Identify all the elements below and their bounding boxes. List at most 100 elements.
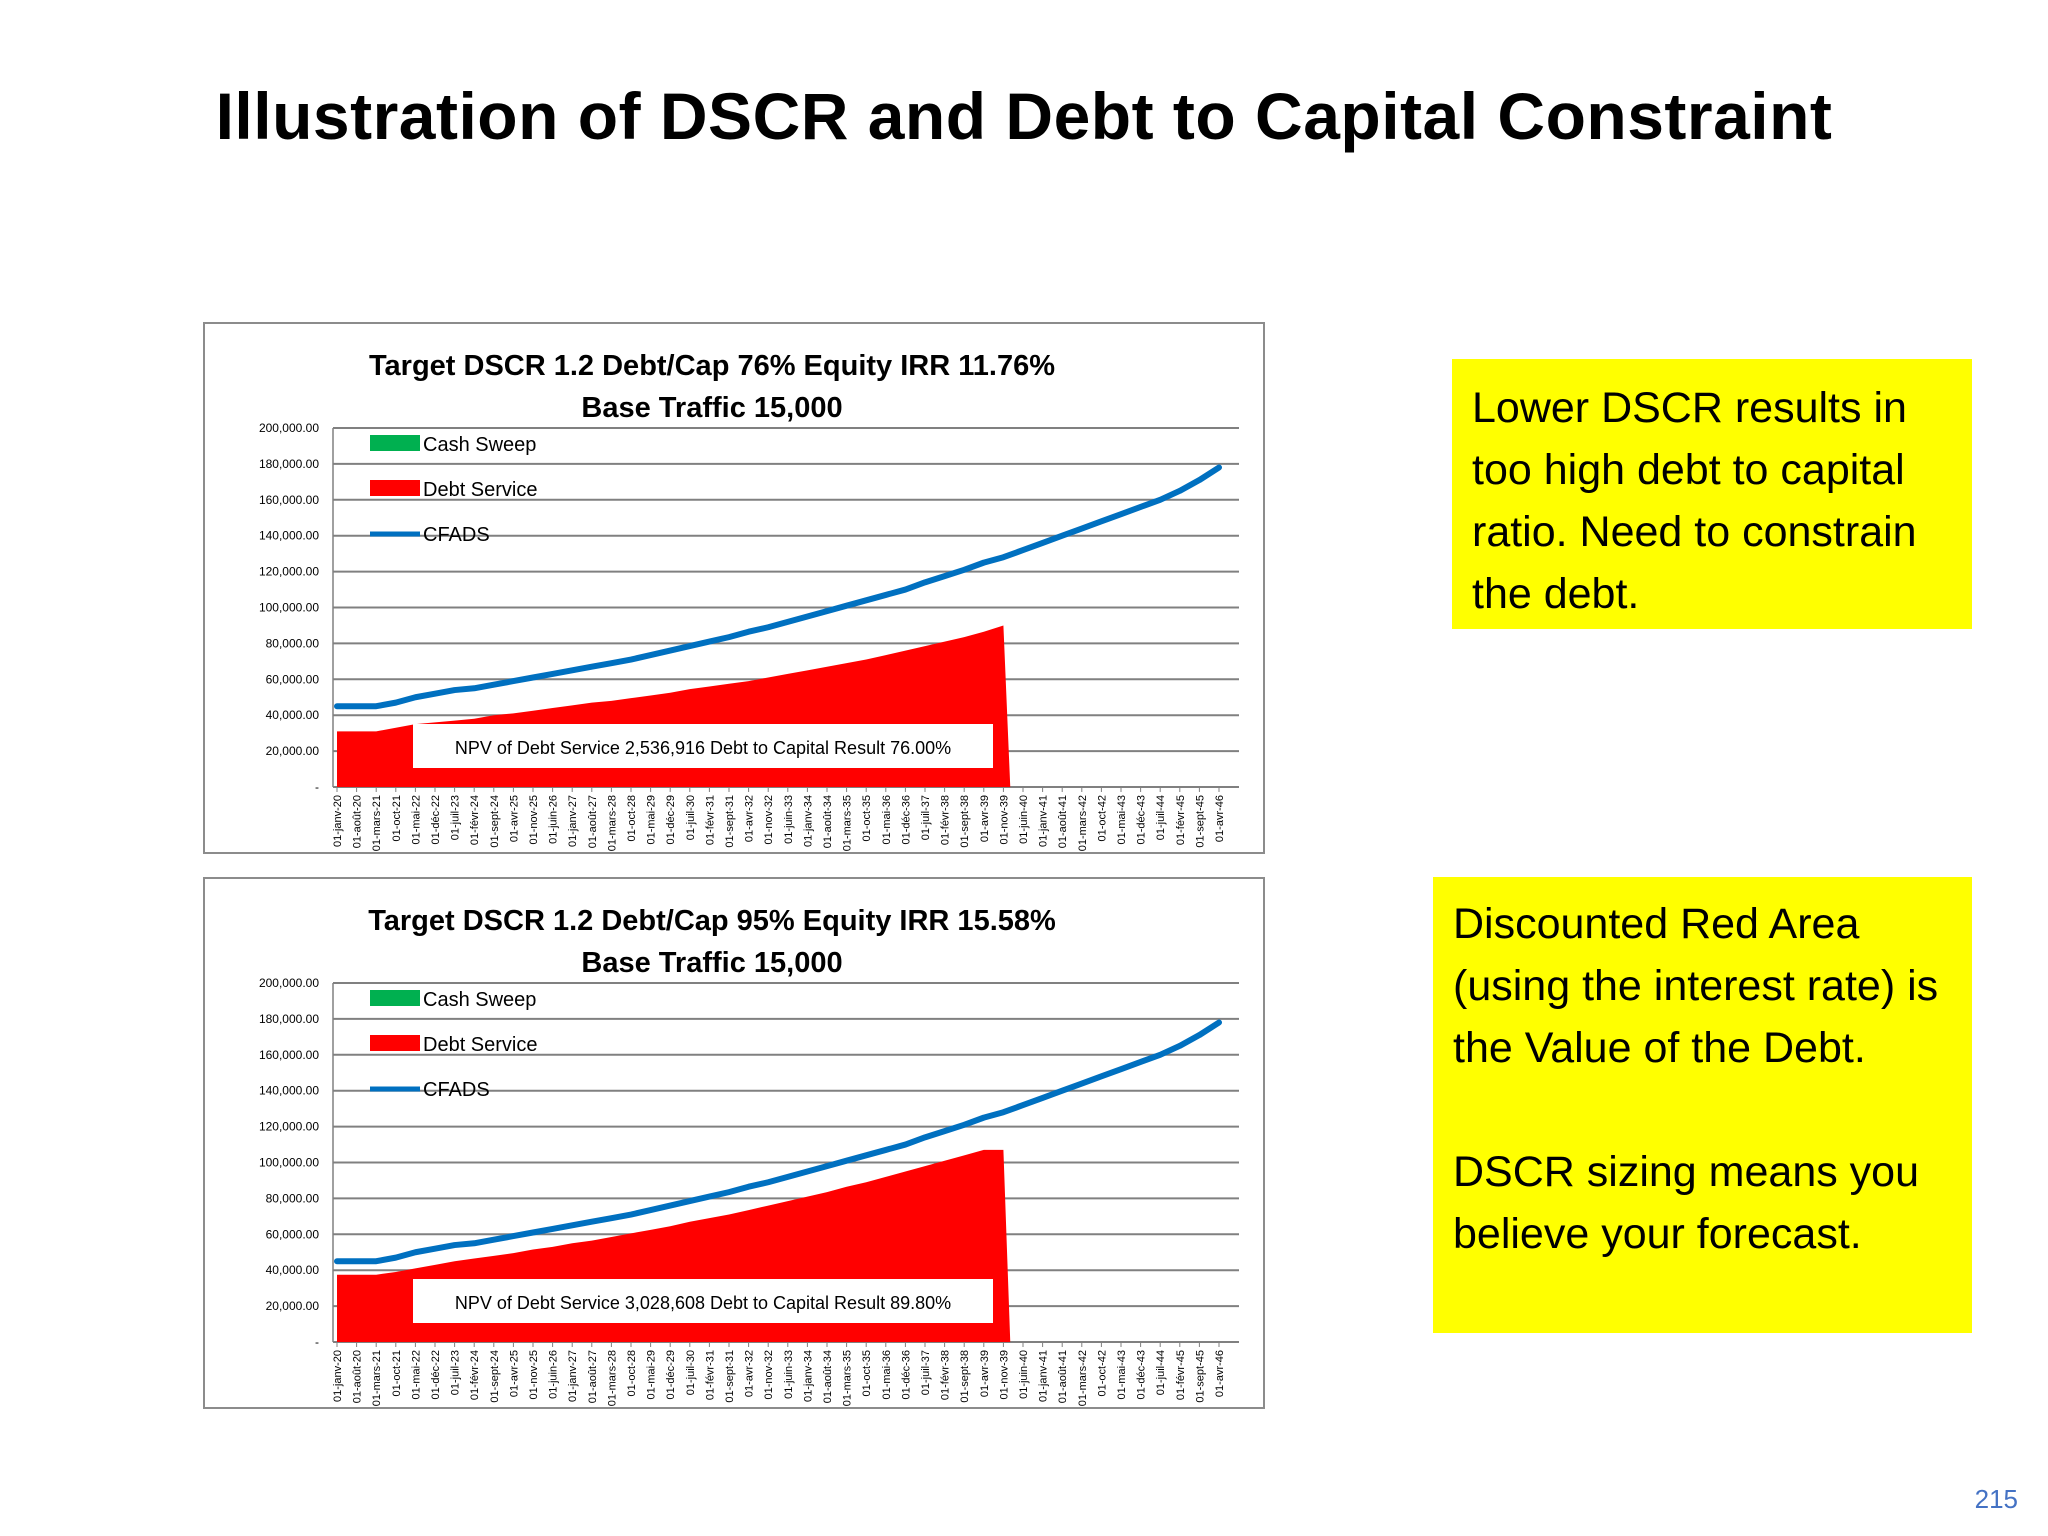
y-tick-label: 80,000.00 [266,636,320,650]
y-tick-label: 20,000.00 [266,744,320,758]
x-tick-label: 01-sept-38 [959,1350,971,1403]
y-tick-label: - [315,1335,319,1349]
x-tick-label: 01-févr-31 [704,1350,716,1400]
x-tick-label: 01-janv-20 [332,795,344,847]
x-tick-label: 01-janv-41 [1038,795,1050,847]
x-tick-label: 01-août-41 [1057,1350,1069,1403]
x-tick-label: 01-févr-38 [940,795,952,845]
legend-label: Cash Sweep [423,434,536,456]
x-tick-label: 01-mars-21 [371,1350,383,1406]
x-tick-label: 01-déc-43 [1136,1350,1148,1400]
npv-annotation-box [413,724,993,768]
x-tick-label: 01-sept-45 [1194,1350,1206,1403]
x-tick-label: 01-sept-24 [489,795,501,848]
x-tick-label: 01-janv-20 [332,1350,344,1402]
x-tick-label: 01-juil-23 [450,795,462,840]
x-axis-ticks: 01-janv-20 01-août-20 01-mars-21 01-oct-21 0… [332,1342,1226,1406]
x-tick-label: 01-août-41 [1057,795,1069,848]
y-tick-label: 120,000.00 [259,1120,319,1134]
y-tick-label: 40,000.00 [266,708,320,722]
x-tick-label: 01-sept-38 [959,795,971,848]
note-lower-dscr-text: Lower DSCR results in too high debt to c… [1472,384,1917,618]
slide-title: Illustration of DSCR and Debt to Capital… [215,79,1833,153]
x-tick-label: 01-juin-26 [548,795,560,844]
x-tick-label: 01-août-34 [822,1350,834,1403]
y-gridlines: - 20,000.00 40,000.00 60,000.00 80,000.00 100… [259,421,1239,794]
x-tick-label: 01-oct-35 [861,795,873,841]
chart-subtitle: Base Traffic 15,000 [581,947,842,979]
x-tick-label: 01-nov-25 [528,1350,540,1400]
legend-label: Cash Sweep [423,989,536,1011]
npv-annotation: NPV of Debt Service 3,028,608 Debt to Ca… [413,1279,993,1323]
x-tick-label: 01-mars-28 [606,795,618,851]
x-tick-label: 01-déc-29 [665,1350,677,1400]
x-tick-label: 01-oct-42 [1096,795,1108,841]
x-tick-label: 01-mars-35 [842,1350,854,1406]
note-discounted-red-area: Discounted Red Area (using the interest … [1433,877,1972,1333]
x-tick-label: 01-mai-36 [881,1350,893,1400]
x-tick-label: 01-févr-45 [1175,1350,1187,1400]
note-lower-dscr: Lower DSCR results in too high debt to c… [1452,359,1972,629]
x-tick-label: 01-oct-28 [626,795,638,841]
x-tick-label: 01-mars-42 [1077,1350,1089,1406]
x-tick-label: 01-avr-32 [744,795,756,842]
x-tick-label: 01-oct-42 [1096,1350,1108,1396]
x-tick-label: 01-avr-32 [744,1350,756,1397]
x-tick-label: 01-janv-27 [567,1350,579,1402]
legend-label: Debt Service [423,479,538,501]
y-tick-label: 60,000.00 [266,1227,320,1241]
x-tick-label: 01-janv-27 [567,795,579,847]
x-tick-label: 01-déc-29 [665,795,677,845]
chart-svg-debt-cap-95: Target DSCR 1.2 Debt/Cap 95% Equity IRR … [259,905,1239,1406]
x-tick-label: 01-juil-23 [450,1350,462,1395]
chart-title: Target DSCR 1.2 Debt/Cap 76% Equity IRR … [369,350,1055,382]
x-tick-label: 01-août-27 [587,795,599,848]
npv-annotation-box [413,1279,993,1323]
x-tick-label: 01-mai-22 [410,1350,422,1400]
x-tick-label: 01-juil-44 [1155,795,1167,840]
y-tick-label: 200,000.00 [259,976,319,990]
npv-annotation: NPV of Debt Service 2,536,916 Debt to Ca… [413,724,993,768]
legend-swatch [370,435,420,451]
x-tick-label: 01-juin-33 [783,1350,795,1399]
chart-panel-debt-cap-95: Target DSCR 1.2 Debt/Cap 95% Equity IRR … [203,877,1265,1409]
chart-legend: Cash Sweep Debt Service CFADS [370,989,538,1101]
legend-swatch [370,1035,420,1051]
x-tick-label: 01-juil-37 [920,795,932,840]
x-tick-label: 01-juin-33 [783,795,795,844]
x-tick-label: 01-mai-29 [646,1350,658,1400]
y-tick-label: 180,000.00 [259,1012,319,1026]
x-tick-label: 01-janv-34 [802,795,814,847]
x-tick-label: 01-août-27 [587,1350,599,1403]
legend-label: CFADS [423,524,490,546]
x-tick-label: 01-juil-37 [920,1350,932,1395]
x-tick-label: 01-févr-38 [940,1350,952,1400]
y-tick-label: 140,000.00 [259,1084,319,1098]
y-tick-label: 60,000.00 [266,672,320,686]
x-tick-label: 01-janv-34 [802,1350,814,1402]
legend-swatch [370,480,420,496]
x-tick-label: 01-avr-25 [508,795,520,842]
x-tick-label: 01-févr-31 [704,795,716,845]
x-tick-label: 01-févr-24 [469,795,481,845]
x-tick-label: 01-déc-43 [1136,795,1148,845]
chart-legend: Cash Sweep Debt Service CFADS [370,434,538,546]
x-tick-label: 01-févr-45 [1175,795,1187,845]
y-tick-label: - [315,780,319,794]
x-tick-label: 01-juil-44 [1155,1350,1167,1395]
x-tick-label: 01-avr-25 [508,1350,520,1397]
y-tick-label: 180,000.00 [259,457,319,471]
x-tick-label: 01-sept-31 [724,795,736,848]
y-tick-label: 140,000.00 [259,529,319,543]
x-tick-label: 01-janv-41 [1038,1350,1050,1402]
legend-swatch [370,990,420,1006]
cfads-line [334,464,1222,710]
chart-subtitle: Base Traffic 15,000 [581,392,842,424]
y-tick-label: 200,000.00 [259,421,319,435]
y-tick-label: 160,000.00 [259,493,319,507]
x-tick-label: 01-août-20 [352,795,364,848]
x-tick-label: 01-mai-43 [1116,795,1128,845]
x-tick-label: 01-sept-24 [489,1350,501,1403]
x-tick-label: 01-juin-26 [548,1350,560,1399]
x-tick-label: 01-oct-21 [391,1350,403,1396]
